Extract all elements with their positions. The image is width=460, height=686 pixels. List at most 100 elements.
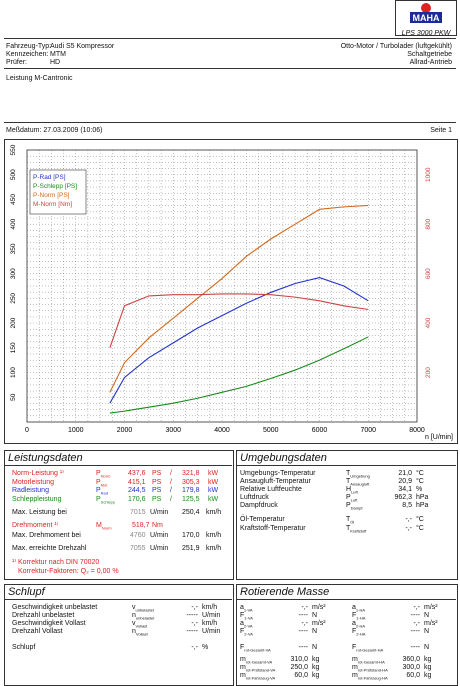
max-torque-rpm: 4760 xyxy=(130,532,146,539)
umgebung-row-label: Öl-Temperatur xyxy=(240,516,285,523)
leistung-row-v1: 437,6 xyxy=(128,470,146,477)
masse-row-sym: m xyxy=(240,664,246,671)
umgebung-row-sub: Ansaugluft xyxy=(350,481,370,487)
umgebung-row-label: Umgebungs-Temperatur xyxy=(240,470,316,477)
masse-row-symbol: a2-VA xyxy=(240,620,253,630)
maha-logo-icon: MAHA xyxy=(396,1,456,25)
umgebung-row-value: 8,5 xyxy=(402,502,412,509)
tester-value: HD xyxy=(50,59,61,66)
max-power-rpm-unit: U/min xyxy=(150,509,169,516)
power-chart: 0 1000 2000 3000 4000 5000 6000 7000 8000 n [U/mi… xyxy=(4,139,458,444)
masse-row-sub: rot-Prüfstand-HA xyxy=(357,667,388,673)
masse-row-sub: rot-Gesamt-HA xyxy=(357,659,385,665)
x-axis-label: n [U/min] xyxy=(425,434,453,441)
leistung-row-sub: Rad xyxy=(100,490,109,496)
torque-label: Drehmoment ¹⁾ xyxy=(12,522,59,529)
masse-row-sub: 2-VA xyxy=(244,631,253,637)
schlupf-row-sub: unbelastet xyxy=(135,615,155,621)
masse-row-sub: rot-Gesamt-VA xyxy=(245,659,273,665)
schlupf-row-symbol: vunbelastet xyxy=(132,604,154,614)
masse-row-value: -,- xyxy=(301,620,308,627)
leistung-row-sep: / xyxy=(170,487,172,494)
schlupf-row-label: Schlupf xyxy=(12,644,36,651)
masse-row-unit: m/s² xyxy=(312,620,326,627)
masse-row-sym: a xyxy=(352,604,356,611)
leistung-row-sub: Mot xyxy=(100,481,108,487)
leistung-row-symbol: PNorm xyxy=(96,470,110,480)
masse-row-value: 300,0 xyxy=(402,664,420,671)
umgebung-row-label: Dampfdruck xyxy=(240,502,278,509)
max-torque-speed: 170,0 xyxy=(182,532,200,539)
masse-row-value: ---- xyxy=(298,644,308,651)
engine-type: Otto-Motor / Turbolader (luftgekühlt) xyxy=(340,43,452,50)
leistung-row-sub: Norm xyxy=(100,473,111,479)
masse-row-value: ---- xyxy=(298,612,308,619)
leistung-row-u2: kW xyxy=(208,495,219,503)
masse-row-symbol: a1-HA xyxy=(352,604,365,614)
schlupf-row-symbol: nVollast xyxy=(132,628,148,638)
umgebung-row-sym: T xyxy=(346,516,351,523)
max-rpm-speed-unit: km/h xyxy=(206,545,222,552)
masse-row-sym: F xyxy=(352,628,357,635)
masse-row-unit: m/s² xyxy=(312,604,326,611)
umgebung-row-symbol: PDampf xyxy=(346,502,362,512)
legend-entry: P-Norm [PS] xyxy=(33,192,70,199)
schlupf-row-unit: % xyxy=(202,644,209,651)
correction-note: ¹⁾ Korrektur nach DIN 70020 xyxy=(12,559,100,566)
leistung-row-u2: kW xyxy=(208,470,219,477)
umgebung-row-symbol: PLuft xyxy=(346,494,357,504)
correction-factors: Korrektur-Faktoren: Q₂ = 0,00 % xyxy=(18,568,119,575)
masse-row-symbol: a1-VA xyxy=(240,604,253,614)
max-torque-rpm-unit: U/min xyxy=(150,532,169,539)
umgebung-panel xyxy=(236,450,458,580)
leistung-row-sep: / xyxy=(170,470,172,477)
umgebung-row-sym: T xyxy=(346,525,351,532)
umgebung-row-value: 34,1 xyxy=(398,486,412,493)
masse-row-value: ---- xyxy=(410,612,420,619)
masse-row-symbol: F2-HA xyxy=(352,628,365,638)
measure-date: Meßdatum: 27.03.2009 (10:06) xyxy=(6,127,103,134)
masse-row-symbol: F1-VA xyxy=(240,612,253,622)
umgebung-row-symbol: TKraftstoff xyxy=(346,525,366,535)
masse-row-sym: m xyxy=(352,672,358,679)
masse-row-unit: N xyxy=(424,628,430,635)
masse-row-symbol: mrot-Fahrzeug-VA xyxy=(240,672,275,682)
leistung-panel xyxy=(4,450,234,580)
masse-row-value: -,- xyxy=(413,604,420,611)
masse-title-rule xyxy=(236,599,456,600)
header-rule-2 xyxy=(4,68,456,69)
leistung-row-u1: PS xyxy=(152,478,162,486)
umgebung-row-unit: hPa xyxy=(416,502,429,509)
umgebung-row-value: 962,3 xyxy=(394,494,412,501)
leistung-row-v2: 125,5 xyxy=(182,495,200,503)
schlupf-title-rule xyxy=(4,599,232,600)
max-rpm-label: Max. erreichte Drehzahl xyxy=(12,545,87,552)
max-power-speed: 250,4 xyxy=(182,509,200,516)
masse-row-sym: a xyxy=(240,604,244,611)
leistung-row-u1: PS xyxy=(152,470,162,477)
umgebung-row-symbol: TUmgebung xyxy=(346,470,370,480)
y-right-tick-label: 400 xyxy=(425,317,432,328)
y-left-tick-label: 100 xyxy=(10,367,17,378)
umgebung-row-label: Ansaugluft-Temperatur xyxy=(240,478,311,485)
x-tick-label: 6000 xyxy=(312,427,328,434)
umgebung-row-unit: °C xyxy=(416,516,424,523)
umgebung-row-unit: hPa xyxy=(416,494,429,501)
y-left-tick-label: 50 xyxy=(10,393,17,401)
masse-row-sub: 2-HA xyxy=(355,623,366,629)
masse-row-sym: a xyxy=(352,620,356,627)
leistung-row-label: Norm-Leistung ¹⁾ xyxy=(12,470,64,477)
masse-row-value: ---- xyxy=(410,644,420,651)
masse-row-unit: kg xyxy=(312,672,320,679)
umgebung-row-sym: P xyxy=(346,502,351,509)
maha-logo: MAHA LPS 3000 PKW xyxy=(395,0,457,37)
header-rule xyxy=(4,38,456,39)
masse-row-unit: kg xyxy=(424,672,432,679)
vehicle-type-label: Fahrzeug-Typ: xyxy=(6,43,52,50)
umgebung-row-label: Kraftstoff-Temperatur xyxy=(240,525,306,532)
max-rpm-speed: 251,9 xyxy=(182,545,200,552)
schlupf-row-symbol: nunbelastet xyxy=(132,612,154,622)
torque-value: 518,7 xyxy=(132,522,150,529)
leistung-title-rule xyxy=(4,465,232,466)
leistung-row-u1: PS xyxy=(152,487,162,494)
